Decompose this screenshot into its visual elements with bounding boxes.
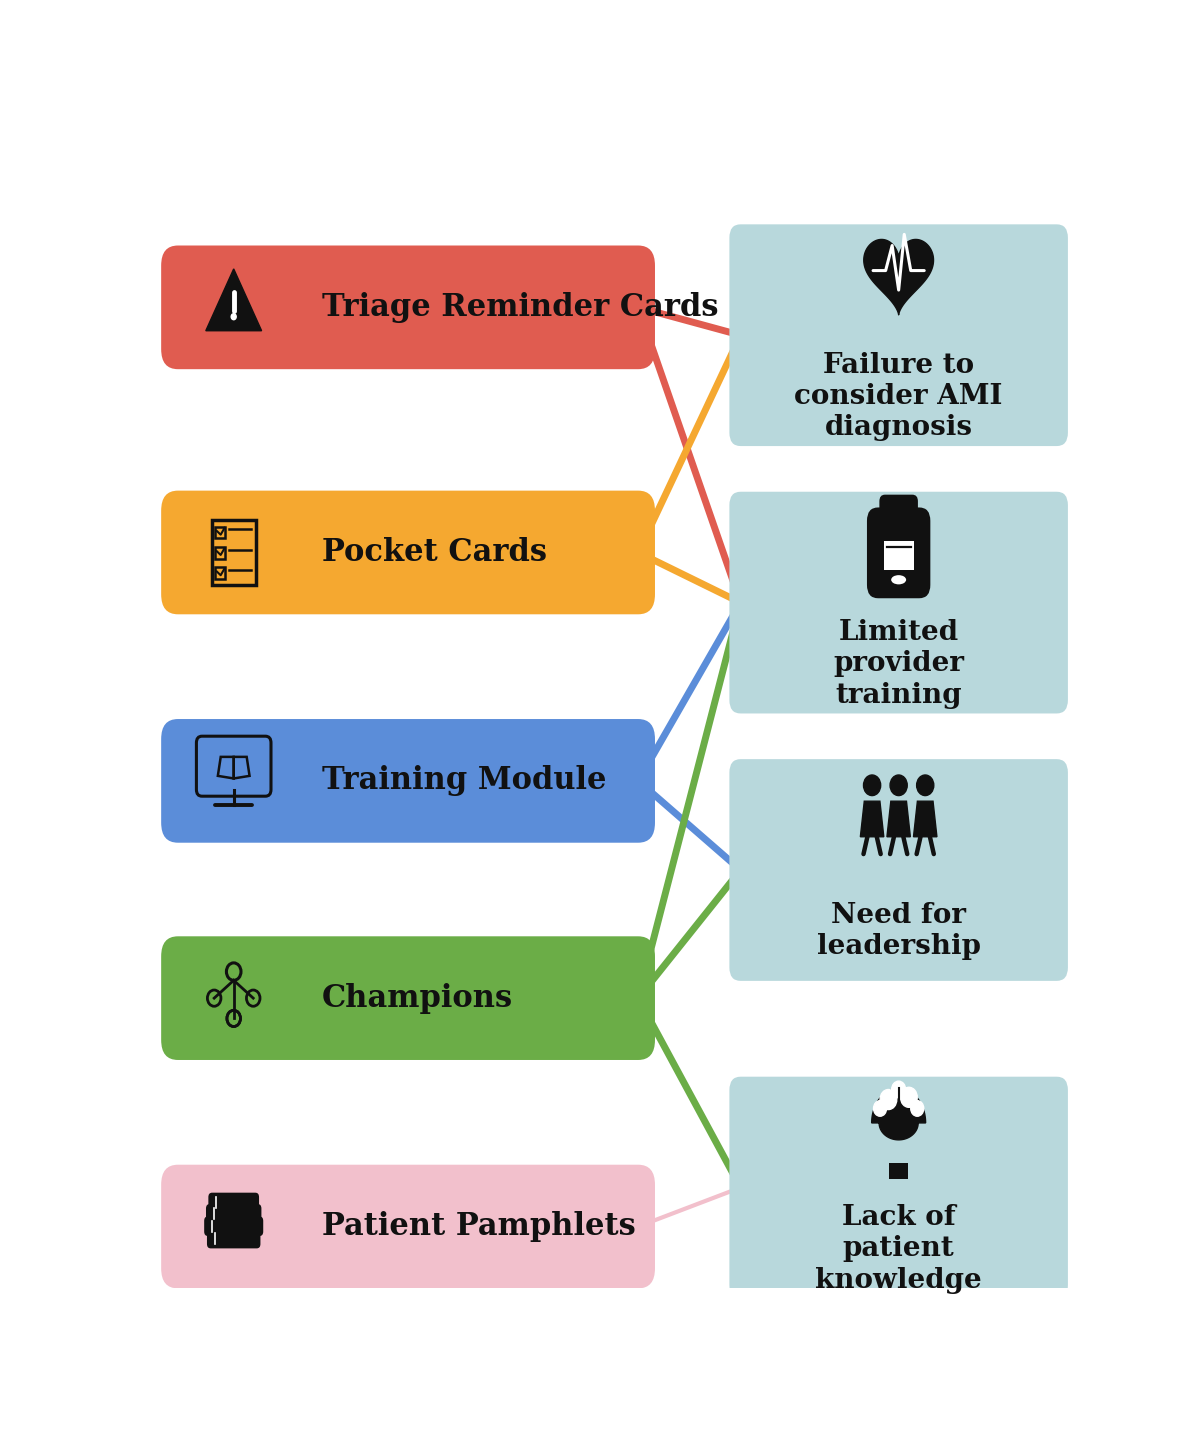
Polygon shape <box>871 1088 925 1140</box>
Ellipse shape <box>892 574 906 585</box>
Text: Patient Pamphlets: Patient Pamphlets <box>322 1211 636 1242</box>
FancyBboxPatch shape <box>161 491 655 615</box>
FancyBboxPatch shape <box>204 1217 263 1236</box>
Polygon shape <box>206 269 262 331</box>
Text: Lack of
patient
knowledge: Lack of patient knowledge <box>815 1204 982 1294</box>
FancyBboxPatch shape <box>209 1192 259 1213</box>
Circle shape <box>880 1090 896 1110</box>
FancyBboxPatch shape <box>206 1229 260 1249</box>
Circle shape <box>890 776 907 796</box>
FancyBboxPatch shape <box>730 760 1068 981</box>
FancyBboxPatch shape <box>880 495 918 528</box>
Text: Limited
provider
training: Limited provider training <box>833 619 964 709</box>
Circle shape <box>911 1101 924 1116</box>
Text: Champions: Champions <box>322 983 514 1014</box>
Polygon shape <box>887 802 911 836</box>
Polygon shape <box>860 802 884 836</box>
Text: Training Module: Training Module <box>322 765 606 796</box>
FancyBboxPatch shape <box>161 246 655 369</box>
Text: Need for
leadership: Need for leadership <box>817 901 980 961</box>
FancyBboxPatch shape <box>206 1204 262 1224</box>
Circle shape <box>917 776 934 796</box>
FancyBboxPatch shape <box>866 508 930 598</box>
Polygon shape <box>864 239 934 315</box>
Text: Failure to
consider AMI
diagnosis: Failure to consider AMI diagnosis <box>794 352 1003 441</box>
FancyBboxPatch shape <box>730 1077 1068 1298</box>
Circle shape <box>892 1081 906 1098</box>
FancyBboxPatch shape <box>889 1163 908 1179</box>
FancyBboxPatch shape <box>730 492 1068 713</box>
Circle shape <box>874 1101 887 1116</box>
Polygon shape <box>913 802 937 836</box>
FancyBboxPatch shape <box>161 936 655 1061</box>
Circle shape <box>900 1087 917 1107</box>
FancyBboxPatch shape <box>730 224 1068 446</box>
FancyBboxPatch shape <box>883 541 913 570</box>
Text: Pocket Cards: Pocket Cards <box>322 537 547 569</box>
Text: Triage Reminder Cards: Triage Reminder Cards <box>322 292 719 323</box>
Circle shape <box>864 776 881 796</box>
Circle shape <box>232 314 236 320</box>
FancyBboxPatch shape <box>161 719 655 842</box>
FancyBboxPatch shape <box>161 1165 655 1288</box>
